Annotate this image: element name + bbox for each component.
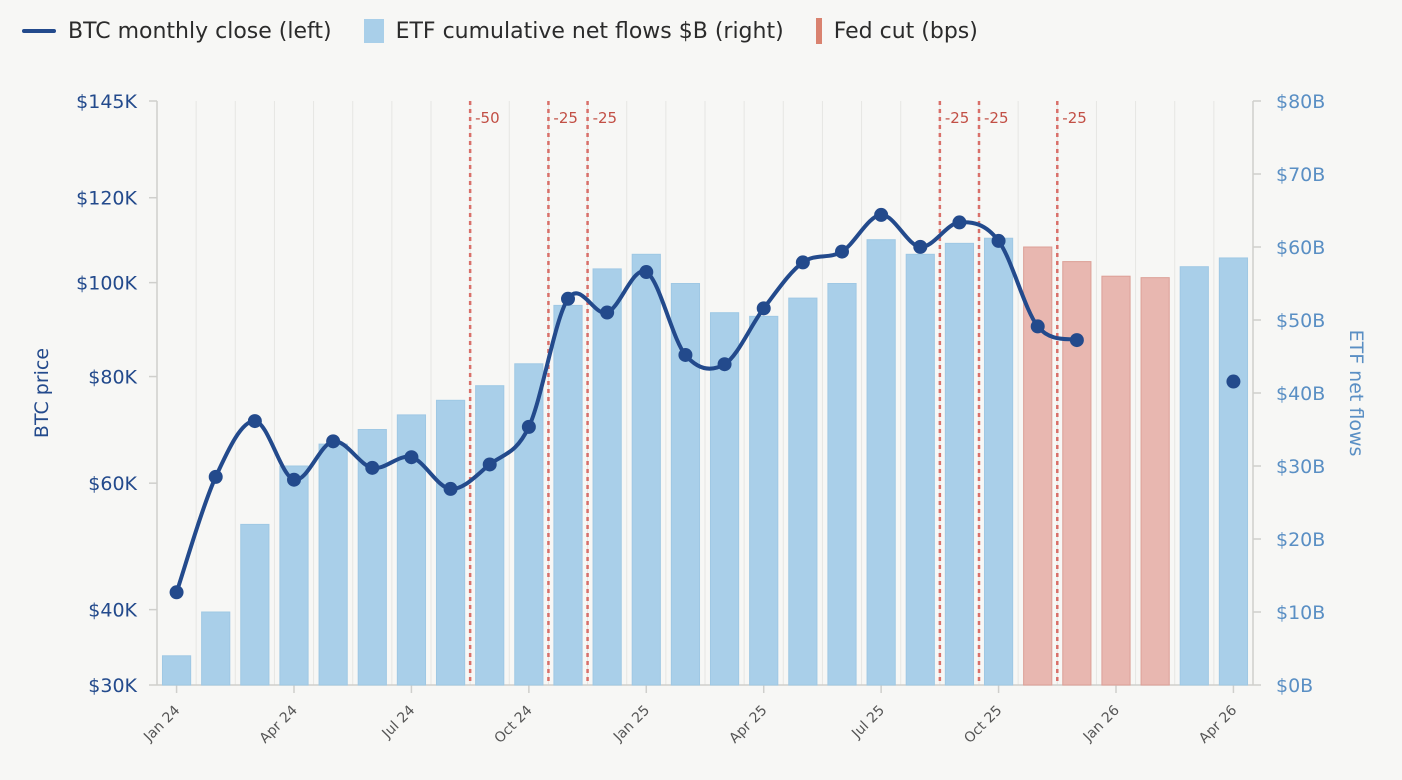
etf-bar [1062,261,1092,686]
etf-bar [631,253,661,686]
btc-point [1226,374,1241,389]
etf-bar [475,385,505,686]
btc-point [404,450,419,465]
left-tick-label: $120K [76,188,137,210]
etf-bar [1140,277,1170,686]
x-tick-label: Jan 24 [140,702,183,745]
etf-bar [670,283,701,686]
fed-cut-label: -25 [553,109,578,127]
btc-point [913,239,928,254]
legend-item-fed[interactable]: Fed cut (bps) [815,18,978,44]
right-tick-label: $10B [1276,602,1325,624]
left-tick-label: $40K [88,600,137,622]
legend: BTC monthly close (left) ETF cumulative … [22,18,1010,44]
btc-point [247,414,262,429]
legend-item-btc[interactable]: BTC monthly close (left) [22,19,332,44]
etf-bar [983,237,1014,686]
x-tick-label: Jul 24 [379,702,419,742]
btc-point [365,460,380,475]
fed-cut-label: -25 [593,109,618,127]
etf-bar [279,465,309,686]
btc-point [678,347,693,362]
fed-cut-label: -25 [945,109,970,127]
legend-swatch-box [363,19,384,43]
btc-point [1030,319,1045,334]
btc-point [795,255,810,270]
etf-bar [592,268,622,686]
btc-point [1069,333,1084,348]
right-axis-title: ETF net flows [1345,330,1367,457]
btc-point [287,472,301,487]
etf-bar [553,304,583,686]
btc-point [326,434,341,449]
left-axis-title: BTC price [31,348,53,438]
right-tick-label: $60B [1276,237,1325,259]
x-tick-label: Apr 25 [726,703,770,747]
btc-point [756,301,771,316]
etf-bar [1179,266,1209,686]
fed-cut-label: -25 [984,109,1009,127]
legend-label-etf: ETF cumulative net flows $B (right) [395,18,784,44]
etf-bar [201,611,231,686]
fed-cut-label: -25 [1062,109,1087,127]
etf-bar [827,283,857,686]
x-tick-label: Apr 24 [257,702,301,746]
btc-point [521,419,536,434]
right-tick-label: $70B [1276,164,1325,186]
btc-point [717,357,732,372]
etf-bar [866,239,896,686]
etf-bar [905,253,935,686]
btc-point [991,233,1006,248]
right-tick-label: $40B [1276,383,1325,405]
btc-point [952,215,967,230]
etf-bar [1218,257,1249,686]
legend-label-btc: BTC monthly close (left) [68,18,332,44]
right-tick-label: $0B [1276,675,1313,697]
etf-bars [161,237,1249,686]
legend-swatch-bar [815,18,822,44]
btc-points [169,207,1241,600]
btc-point [208,469,223,484]
etf-bar [788,297,818,686]
legend-swatch-line [22,29,56,33]
x-tick-label: Jan 26 [1080,702,1123,745]
right-tick-label: $20B [1276,529,1325,551]
etf-bar [749,315,779,686]
etf-bar [709,312,740,686]
etf-bar [240,523,270,686]
x-tick-label: Oct 24 [492,702,536,746]
btc-point [874,207,889,222]
x-tick-label: Apr 26 [1196,702,1240,746]
right-tick-label: $30B [1276,456,1325,478]
etf-bar [318,443,348,686]
btc-point [169,585,184,600]
etf-bar [435,399,466,686]
x-tick-label: Oct 25 [961,703,1005,747]
fed-cuts: -50 -25 -25 -25 -25 -25 [468,101,1087,685]
legend-item-etf[interactable]: ETF cumulative net flows $B (right) [363,18,784,44]
fed-cut-label: -50 [475,109,500,127]
btc-point [835,244,849,259]
x-tick-label: Jan 25 [610,703,653,746]
btc-point [639,265,654,280]
etf-bar [1101,275,1131,686]
x-tick-label: Jul 25 [848,703,888,743]
legend-label-fed: Fed cut (bps) [833,18,978,44]
right-tick-label: $80B [1276,91,1325,113]
etf-bar [161,655,192,686]
left-tick-label: $60K [88,473,137,495]
btc-point [561,291,575,306]
right-tick-label: $50B [1276,310,1325,332]
left-tick-label: $100K [76,273,137,295]
left-tick-label: $80K [88,367,137,389]
etf-bar [514,363,544,686]
left-tick-label: $30K [88,675,137,697]
etf-bar [944,242,975,686]
left-tick-label: $145K [76,91,137,113]
btc-point [443,481,458,496]
btc-point [482,457,497,472]
btc-point [600,305,615,320]
